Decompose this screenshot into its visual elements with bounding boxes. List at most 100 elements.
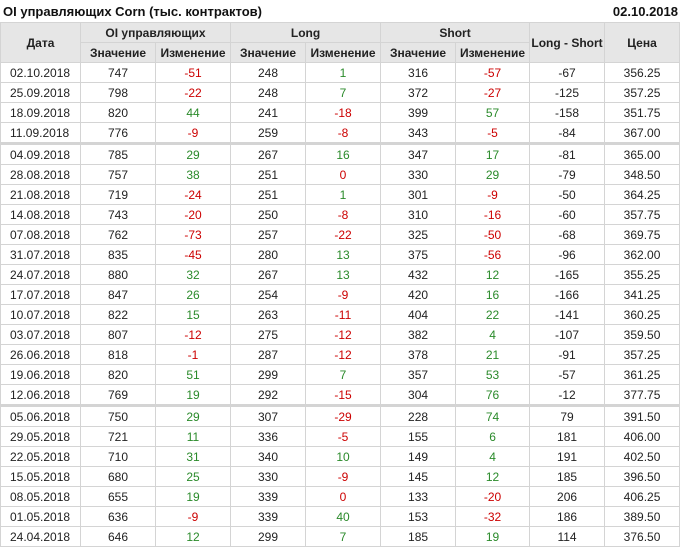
cell-long-short: 185 [529,466,606,487]
table-row: 07.08.2018 762 -73 257 -22 325 -50 -68 369.75 [0,224,680,245]
cell-long-change: -8 [305,204,382,225]
cell-oi-value: 710 [80,446,156,467]
cell-long-change: 0 [305,486,382,507]
cell-long-change: -29 [305,404,382,427]
cell-oi-change: 44 [154,102,232,123]
cell-long-change: 1 [305,62,382,83]
cell-short-value: 382 [380,324,457,345]
cell-price: 367.00 [604,122,680,144]
cell-short-value: 347 [380,142,457,165]
cell-oi-change: -20 [154,204,232,225]
cell-short-change: 22 [455,304,531,325]
cell-short-value: 325 [380,224,457,245]
cell-price: 396.50 [604,466,680,487]
cell-short-change: -57 [455,62,531,83]
cell-oi-change: -9 [154,122,232,144]
cell-short-change: -20 [455,486,531,507]
cell-long-change: 10 [305,446,382,467]
table-row: 25.09.2018 798 -22 248 7 372 -27 -125 357.25 [0,82,680,103]
cell-long-short: 186 [529,506,606,527]
cell-long-short: -68 [529,224,606,245]
col-oi-change: Изменение [154,42,232,63]
cell-date: 08.05.2018 [0,486,81,507]
col-oi-value: Значение [80,42,156,63]
cell-date: 19.06.2018 [0,364,81,385]
table-row: 15.05.2018 680 25 330 -9 145 12 185 396.50 [0,466,680,487]
cell-oi-value: 750 [80,404,156,427]
col-date: Дата [0,22,81,63]
cell-long-value: 248 [230,82,307,103]
cell-date: 01.05.2018 [0,506,81,527]
cell-oi-change: -1 [154,344,232,365]
cell-oi-value: 769 [80,384,156,406]
cell-date: 21.08.2018 [0,184,81,205]
table-row: 10.07.2018 822 15 263 -11 404 22 -141 360.25 [0,304,680,325]
cell-date: 31.07.2018 [0,244,81,265]
cell-long-value: 257 [230,224,307,245]
cell-price: 341.25 [604,284,680,305]
cell-date: 26.06.2018 [0,344,81,365]
cell-short-value: 330 [380,164,457,185]
cell-short-change: 19 [455,526,531,547]
table-row: 02.10.2018 747 -51 248 1 316 -57 -67 356.25 [0,62,680,83]
cell-short-value: 155 [380,426,457,447]
cell-long-change: -11 [305,304,382,325]
cell-oi-value: 807 [80,324,156,345]
cell-short-change: -32 [455,506,531,527]
cell-short-value: 301 [380,184,457,205]
cell-date: 14.08.2018 [0,204,81,225]
cell-long-change: -12 [305,324,382,345]
cell-long-short: 79 [529,404,606,427]
cell-price: 355.25 [604,264,680,285]
cell-date: 25.09.2018 [0,82,81,103]
cell-date: 04.09.2018 [0,142,81,165]
col-long-value: Значение [230,42,307,63]
cell-long-value: 250 [230,204,307,225]
cell-long-short: -158 [529,102,606,123]
cell-short-change: -9 [455,184,531,205]
cell-oi-value: 820 [80,102,156,123]
cell-long-value: 241 [230,102,307,123]
cell-short-value: 145 [380,466,457,487]
cell-long-short: -165 [529,264,606,285]
cell-price: 389.50 [604,506,680,527]
cell-long-value: 340 [230,446,307,467]
cell-long-change: -5 [305,426,382,447]
cell-short-change: -5 [455,122,531,144]
cell-long-short: -12 [529,384,606,406]
cell-oi-change: -24 [154,184,232,205]
cell-long-short: -96 [529,244,606,265]
cell-date: 18.09.2018 [0,102,81,123]
cell-short-change: 16 [455,284,531,305]
cell-long-short: -166 [529,284,606,305]
table-row: 26.06.2018 818 -1 287 -12 378 21 -91 357.25 [0,344,680,365]
cell-oi-change: 38 [154,164,232,185]
cell-price: 348.50 [604,164,680,185]
cell-price: 402.50 [604,446,680,467]
cell-short-value: 432 [380,264,457,285]
col-short-value: Значение [380,42,457,63]
cell-oi-change: 26 [154,284,232,305]
cell-oi-change: 19 [154,384,232,406]
cell-date: 22.05.2018 [0,446,81,467]
cell-long-value: 299 [230,364,307,385]
cell-long-value: 330 [230,466,307,487]
table-row: 03.07.2018 807 -12 275 -12 382 4 -107 359.50 [0,324,680,345]
table-row: 19.06.2018 820 51 299 7 357 53 -57 361.25 [0,364,680,385]
col-group-short: Short [380,22,531,43]
cell-date: 29.05.2018 [0,426,81,447]
cell-short-value: 375 [380,244,457,265]
col-short-change: Изменение [455,42,531,63]
table-row: 11.09.2018 776 -9 259 -8 343 -5 -84 367.00 [0,122,680,144]
cell-date: 02.10.2018 [0,62,81,83]
cell-long-change: -9 [305,466,382,487]
cell-short-change: -16 [455,204,531,225]
cell-date: 28.08.2018 [0,164,81,185]
table-row: 04.09.2018 785 29 267 16 347 17 -81 365.00 [0,142,680,165]
cell-long-short: -141 [529,304,606,325]
cell-price: 365.00 [604,142,680,165]
table-row: 12.06.2018 769 19 292 -15 304 76 -12 377.75 [0,384,680,406]
cell-long-value: 251 [230,164,307,185]
cell-short-change: 29 [455,164,531,185]
cell-short-value: 343 [380,122,457,144]
